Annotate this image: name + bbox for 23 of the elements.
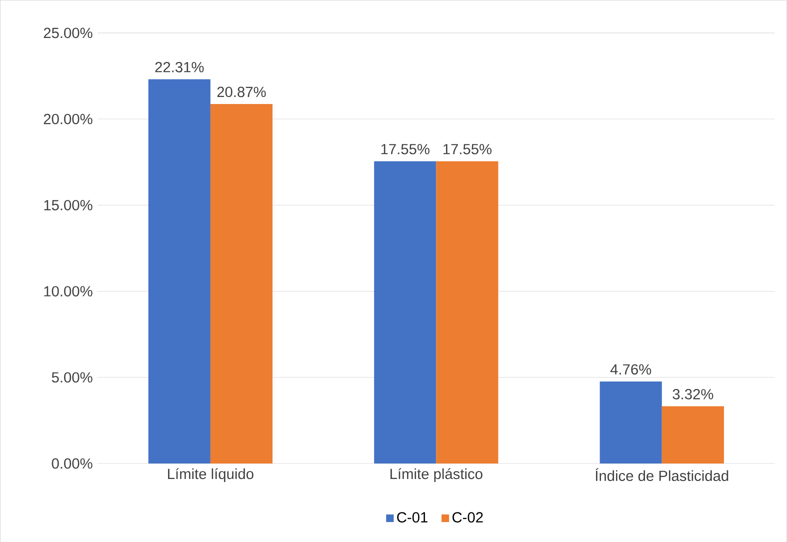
bar <box>374 161 436 464</box>
data-label: 20.87% <box>217 86 266 97</box>
data-label: 17.55% <box>443 144 492 154</box>
x-tick-label: Límite líquido <box>168 468 254 482</box>
bar <box>210 104 273 464</box>
bar <box>148 79 210 464</box>
legend-label: C-01 <box>397 512 428 522</box>
y-tick-label: 20.00% <box>44 114 92 124</box>
data-label: 4.76% <box>610 364 652 374</box>
y-tick-label: 15.00% <box>44 200 92 210</box>
x-tick-label: Límite plástico <box>390 468 482 482</box>
x-tick-label: Índice de Plasticidad <box>596 468 728 481</box>
bar <box>600 381 662 464</box>
bar <box>662 406 724 464</box>
bar <box>436 161 498 464</box>
data-label: 3.32% <box>672 388 714 400</box>
y-tick-label: 0.00% <box>52 458 92 468</box>
data-label: 17.55% <box>381 144 430 154</box>
y-tick-label: 10.00% <box>44 286 92 296</box>
data-label: 22.31% <box>155 62 204 72</box>
legend-label: C-02 <box>452 512 483 522</box>
y-tick-label: 25.00% <box>44 28 92 38</box>
y-tick-label: 5.00% <box>52 372 92 382</box>
